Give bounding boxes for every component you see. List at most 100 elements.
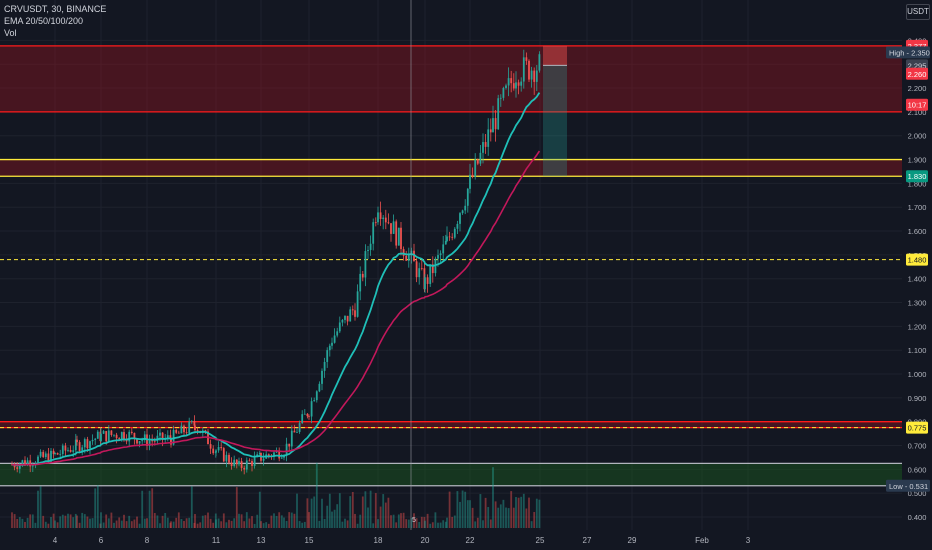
volume-bar (113, 522, 115, 528)
candle-body (74, 439, 77, 451)
volume-bar (538, 499, 541, 528)
candle-body (431, 264, 434, 274)
volume-bar (407, 519, 410, 528)
volume-bar (228, 519, 230, 528)
candle-body (313, 400, 316, 402)
position-tool[interactable] (543, 45, 567, 177)
price-tick-label: 1.200 (908, 322, 927, 331)
candle-body (456, 223, 459, 229)
volume-bar (177, 512, 180, 528)
volume-bar (56, 522, 59, 528)
currency-button[interactable]: USDT (906, 4, 930, 20)
volume-bar (100, 512, 102, 528)
volume-bar (321, 498, 323, 528)
volume-bar (166, 517, 169, 528)
volume-bar (293, 513, 296, 528)
candle-body (298, 423, 301, 432)
candle-body (29, 460, 32, 467)
indicator-legend[interactable]: EMA 20/50/100/200 (4, 16, 84, 26)
volume-bar (333, 509, 336, 528)
volume-bar (233, 518, 236, 528)
candle-body (333, 335, 336, 343)
candle-body (196, 430, 199, 431)
volume-bar (72, 517, 75, 528)
volume-bar (283, 517, 285, 528)
candle-body (253, 456, 256, 466)
candle-body (64, 445, 67, 451)
time-tick-label: 13 (257, 536, 266, 545)
volume-bar (29, 514, 32, 528)
candle-body (451, 236, 454, 238)
volume-bar (306, 498, 309, 528)
candle-body (310, 401, 313, 417)
candle-body (323, 361, 326, 371)
candle-body (169, 435, 172, 440)
symbol-title[interactable]: CRVUSDT, 30, BINANCE (4, 4, 107, 14)
candle-body (349, 309, 352, 322)
volume-legend[interactable]: Vol (4, 28, 17, 38)
volume-bar (136, 516, 138, 528)
volume-bar (61, 514, 64, 528)
candle-body (405, 255, 408, 261)
volume-bar (37, 490, 39, 528)
candle-body (52, 450, 55, 454)
price-tick-label: 1.600 (908, 227, 927, 236)
scale-marker: 5 (412, 517, 416, 524)
volume-bar (400, 513, 402, 528)
candle-body (102, 431, 105, 434)
candle-body (113, 434, 115, 436)
volume-bar (464, 491, 467, 528)
volume-bar (497, 507, 500, 528)
candle-body (306, 413, 309, 417)
volume-bar (444, 521, 447, 528)
volume-bar (384, 502, 387, 528)
volume-bar (76, 515, 78, 528)
time-tick-label: 6 (99, 536, 104, 545)
time-tick-label: 15 (305, 536, 314, 545)
volume-bar (374, 493, 377, 528)
volume-bar (267, 523, 270, 528)
candle-body (392, 221, 395, 234)
candle-body (372, 222, 375, 244)
candle-body (471, 174, 474, 177)
time-tick-label: 25 (536, 536, 545, 545)
volume-bar (525, 508, 528, 528)
volume-bar (356, 523, 359, 528)
ema-lines (11, 92, 541, 467)
candle-body (262, 458, 265, 461)
volume-bar (81, 512, 84, 528)
volume-bar (405, 519, 408, 528)
volume-bar (240, 514, 243, 528)
volume-bar (315, 462, 318, 528)
candle-body (505, 85, 507, 89)
candle-body (81, 447, 84, 451)
candle-body (533, 70, 536, 82)
candle-body (258, 452, 261, 455)
volume-bar (220, 521, 223, 528)
countdown-label: 10:17 (908, 101, 927, 110)
volume-bar (456, 491, 459, 528)
time-axis[interactable]: 4 6 8 11 13 15 18 20 22 25 27 29 Feb 3 (53, 536, 751, 545)
volume-bar (535, 498, 538, 528)
zone-support (0, 159, 902, 177)
volume-bar (74, 513, 77, 528)
candle-body (115, 434, 118, 439)
volume-bar (275, 515, 278, 528)
candle-body (159, 432, 161, 436)
volume-bar (338, 493, 341, 528)
candle-body (280, 457, 283, 459)
candle-body (331, 342, 333, 346)
price-axis[interactable]: 0.4000.5000.6000.7000.8000.9001.0001.100… (902, 0, 932, 550)
candle-body (89, 441, 91, 449)
volume-bar (522, 493, 525, 528)
candle-body (326, 350, 329, 362)
time-tick-label: 11 (212, 536, 221, 545)
volume-bar (146, 518, 148, 528)
price-label-0775: 0.775 (908, 424, 927, 433)
candle-body (515, 82, 517, 89)
candle-body (499, 97, 502, 99)
candle-body (301, 414, 304, 424)
volume-bar (209, 518, 212, 528)
candle-body (410, 250, 413, 255)
